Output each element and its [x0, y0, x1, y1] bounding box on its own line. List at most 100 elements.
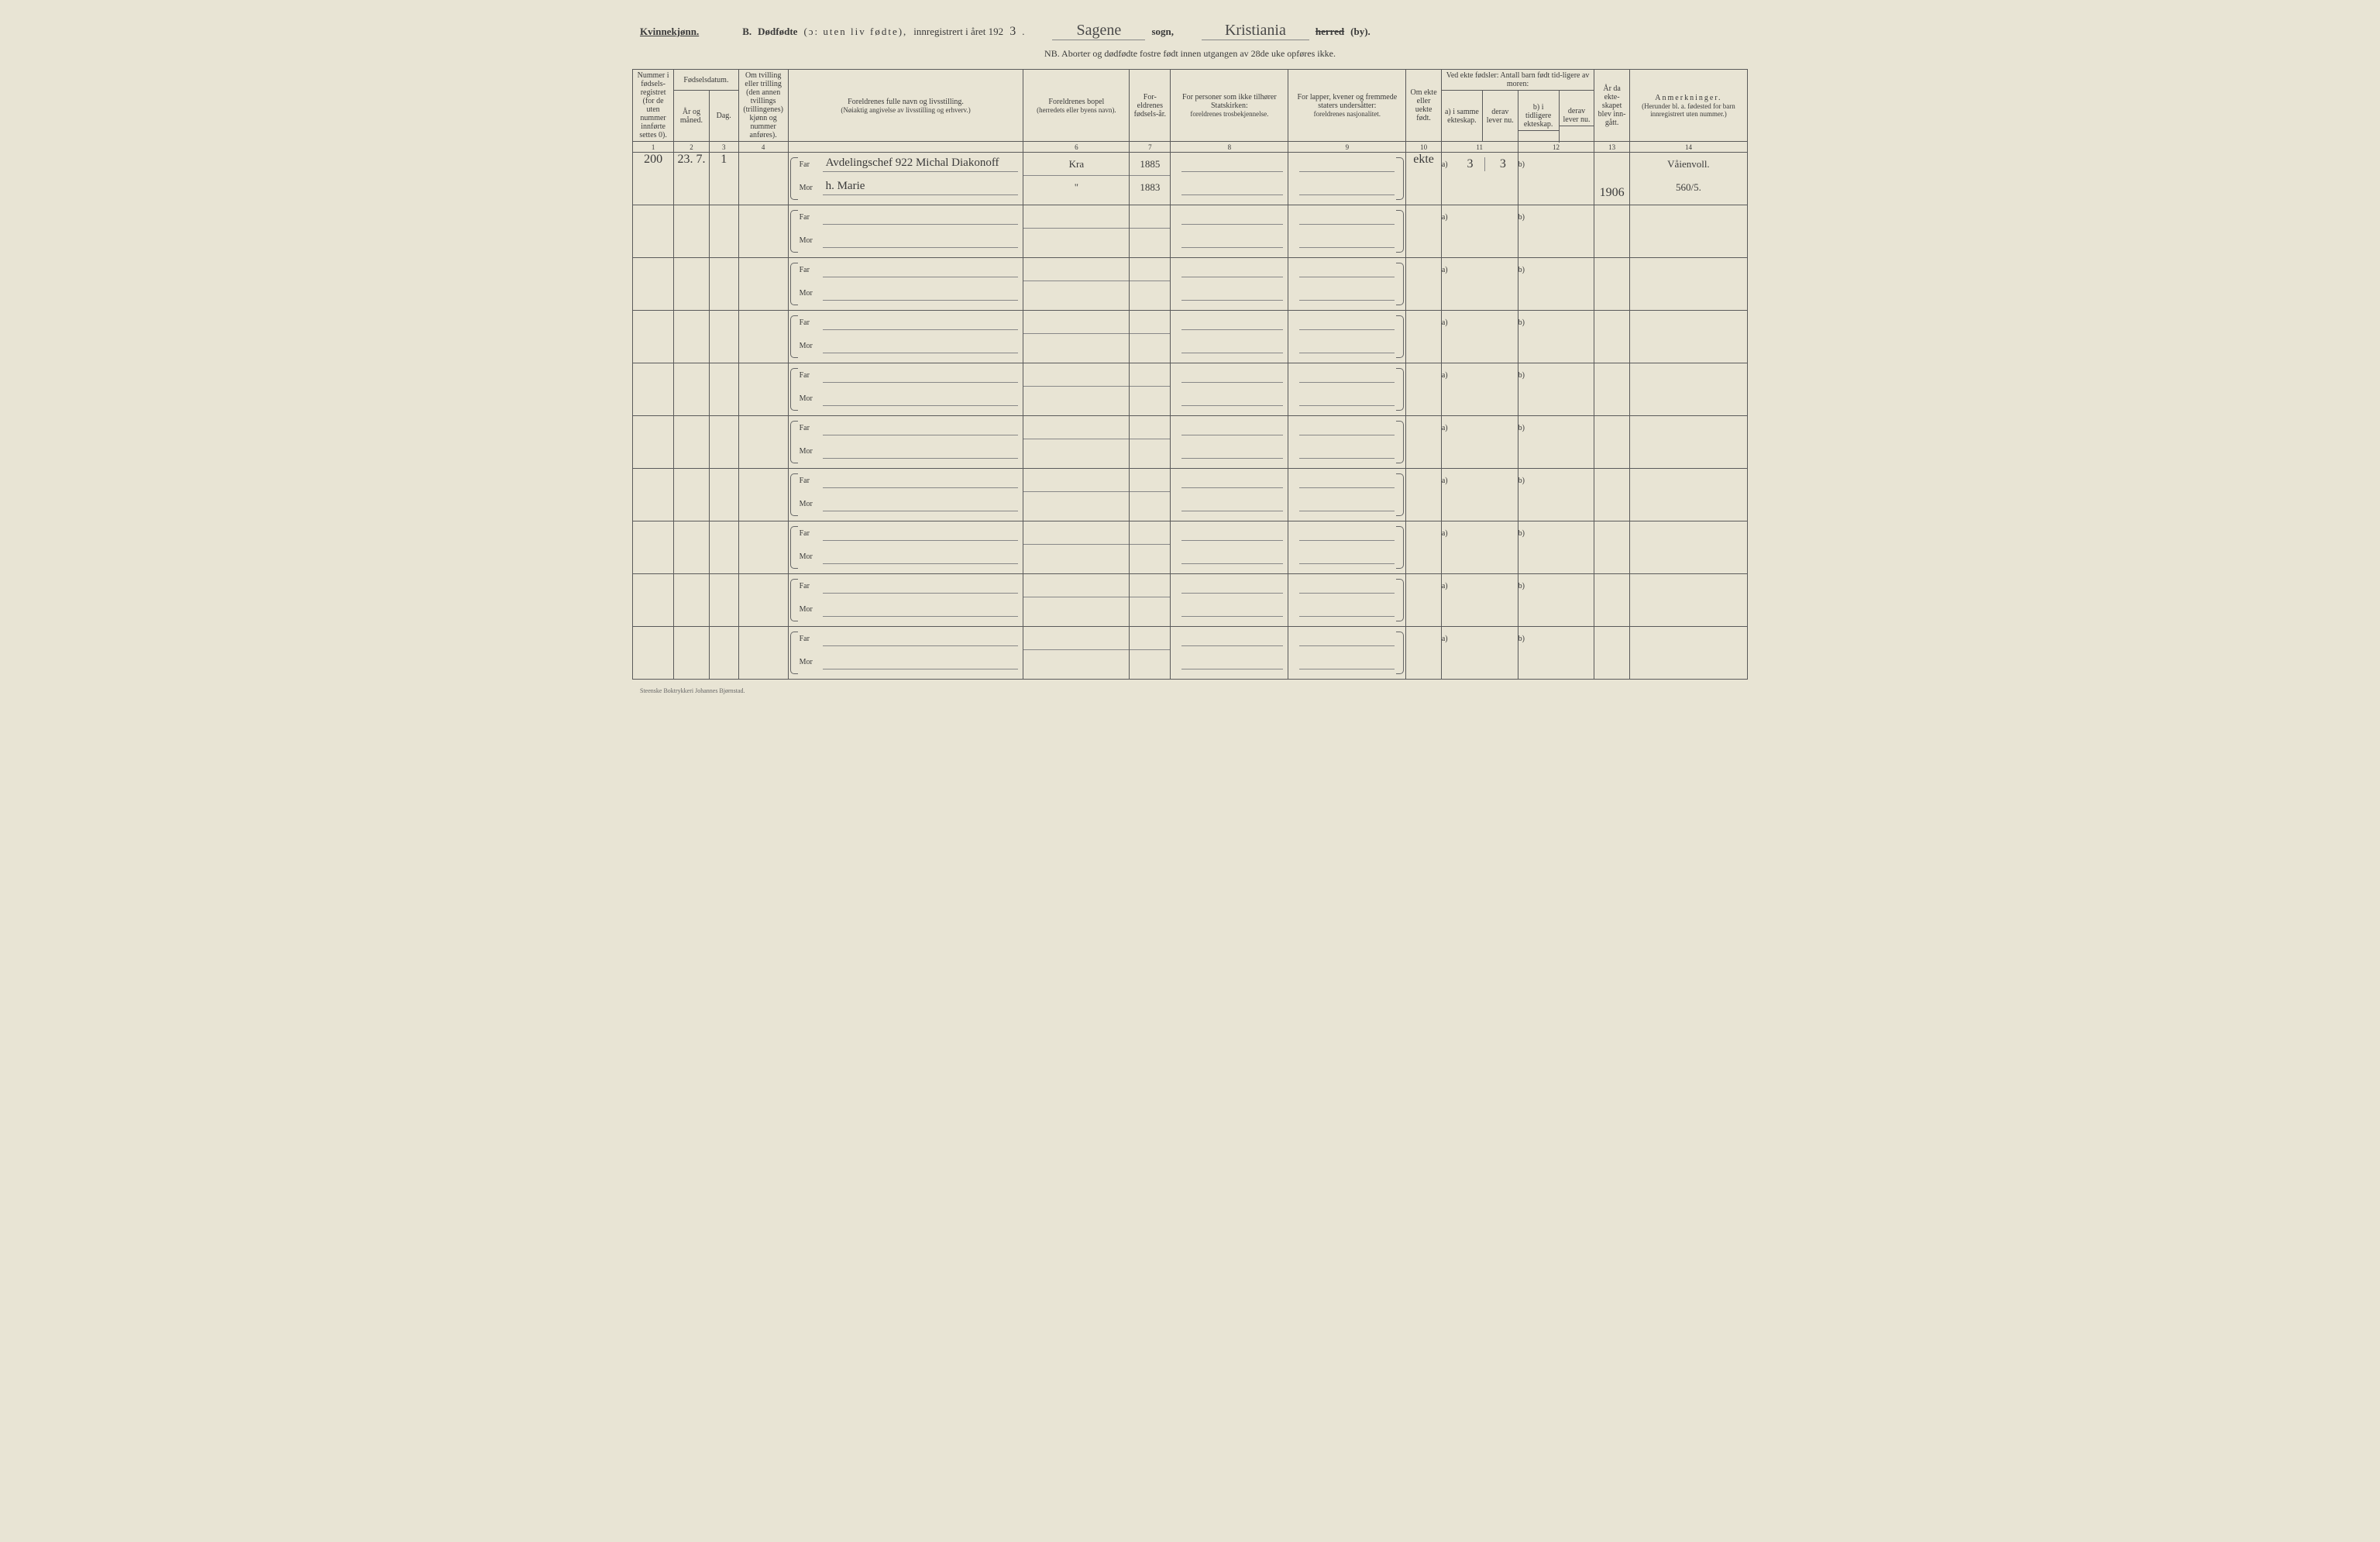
cell-parents: FarMor: [788, 258, 1023, 311]
far-name: [823, 420, 1019, 435]
colnum: 3: [709, 142, 738, 153]
cell-remarks: [1629, 258, 1747, 311]
cell-nationality: [1288, 363, 1406, 416]
c8-mor: [1181, 496, 1283, 511]
c8-mor: [1181, 232, 1283, 248]
col-header-9: For lapper, kvener og fremmede staters u…: [1288, 70, 1406, 142]
table-row: FarMora)b): [633, 521, 1748, 574]
col-header-2a: År og måned.: [674, 91, 710, 142]
far-bopel: [1023, 363, 1129, 387]
cell-ym: [674, 521, 710, 574]
cell-parents: FarMor: [788, 363, 1023, 416]
col6-sub: (herredets eller byens navn).: [1027, 106, 1126, 114]
table-row: FarMora)b): [633, 416, 1748, 469]
anm-top: [1630, 311, 1747, 334]
cell-bopel: Kra": [1023, 153, 1130, 205]
col14-top: Anmerkninger.: [1633, 94, 1744, 102]
far-name: [823, 578, 1019, 594]
far-label: Far: [800, 424, 818, 432]
far-label: Far: [800, 160, 818, 169]
mor-bopel: [1023, 229, 1129, 252]
cell-bopel: [1023, 521, 1130, 574]
c9-far: [1299, 262, 1395, 277]
mor-label: Mor: [800, 236, 818, 245]
cell-nationality: [1288, 469, 1406, 521]
cell-nationality: [1288, 205, 1406, 258]
cell-remarks: Våienvoll.560/5.: [1629, 153, 1747, 205]
cell-day: [709, 363, 738, 416]
mor-name: [823, 285, 1019, 301]
cell-bopel: [1023, 627, 1130, 680]
far-year: [1130, 363, 1170, 387]
table-row: 20023. 7.1FarAvdelingschef 922 Michal Di…: [633, 153, 1748, 205]
cell-ym: [674, 205, 710, 258]
mor-label: Mor: [800, 552, 818, 561]
mor-name: [823, 601, 1019, 617]
far-year: 1885: [1130, 153, 1170, 176]
far-year: [1130, 258, 1170, 281]
cell-same-marriage: a): [1441, 574, 1518, 627]
col14-sub: (Herunder bl. a. fødested for barn innre…: [1633, 102, 1744, 118]
cell-parents: FarMor: [788, 627, 1023, 680]
cell-marriage-year: 1906: [1594, 153, 1630, 205]
far-year: [1130, 416, 1170, 439]
cell-day: [709, 311, 738, 363]
cell-birthyear: [1130, 363, 1171, 416]
anm-top: [1630, 521, 1747, 545]
cell-ekte: [1406, 574, 1442, 627]
cell-nationality: [1288, 153, 1406, 205]
c9-far: [1299, 578, 1395, 594]
mor-bopel: [1023, 439, 1129, 463]
col-header-1: Nummer i fødsels-registret (for de uten …: [633, 70, 674, 142]
mor-name: [823, 338, 1019, 353]
cell-num: [633, 521, 674, 574]
c9-far: [1299, 420, 1395, 435]
b-label: b): [1518, 160, 1529, 169]
register-page: Kvinnekjønn. B. Dødfødte (ɔ: uten liv fø…: [609, 15, 1771, 702]
cell-parents: FarMor: [788, 521, 1023, 574]
herred-label: herred: [1316, 26, 1344, 38]
cell-religion: [1171, 205, 1288, 258]
far-bopel: [1023, 258, 1129, 281]
cell-prev-marriage: b): [1518, 153, 1594, 205]
cell-birthyear: [1130, 258, 1171, 311]
cell-num: 200: [633, 153, 674, 205]
brace-icon: [790, 526, 798, 569]
cell-religion: [1171, 153, 1288, 205]
mor-label: Mor: [800, 289, 818, 298]
c9-mor: [1299, 391, 1395, 406]
far-name: [823, 473, 1019, 488]
anm-top: [1630, 416, 1747, 439]
colnum: 11: [1441, 142, 1518, 153]
far-bopel: Kra: [1023, 153, 1129, 176]
cell-num: [633, 416, 674, 469]
colnum: 1: [633, 142, 674, 153]
cell-parents: FarMor: [788, 416, 1023, 469]
cell-marriage-year: [1594, 311, 1630, 363]
cell-twin: [738, 363, 788, 416]
c9-mor: [1299, 654, 1395, 669]
cell-ym: [674, 574, 710, 627]
cell-remarks: [1629, 627, 1747, 680]
cell-bopel: [1023, 469, 1130, 521]
c9-mor: [1299, 180, 1395, 195]
cell-prev-marriage: b): [1518, 627, 1594, 680]
cell-religion: [1171, 469, 1288, 521]
b-label: b): [1518, 266, 1529, 274]
mor-year: [1130, 334, 1170, 357]
cell-twin: [738, 205, 788, 258]
col5-sub: (Nøiaktig angivelse av livsstilling og e…: [792, 106, 1020, 114]
mor-label: Mor: [800, 184, 818, 192]
col-header-5: Foreldrenes fulle navn og livsstilling. …: [788, 70, 1023, 142]
cell-day: [709, 205, 738, 258]
cell-twin: [738, 416, 788, 469]
c9-far: [1299, 473, 1395, 488]
c8-far: [1181, 262, 1283, 277]
brace-icon: [790, 210, 798, 253]
cell-twin: [738, 258, 788, 311]
cell-prev-marriage: b): [1518, 574, 1594, 627]
cell-nationality: [1288, 521, 1406, 574]
cell-parents: FarAvdelingschef 922 Michal DiakonoffMor…: [788, 153, 1023, 205]
cell-ym: [674, 627, 710, 680]
cell-religion: [1171, 627, 1288, 680]
